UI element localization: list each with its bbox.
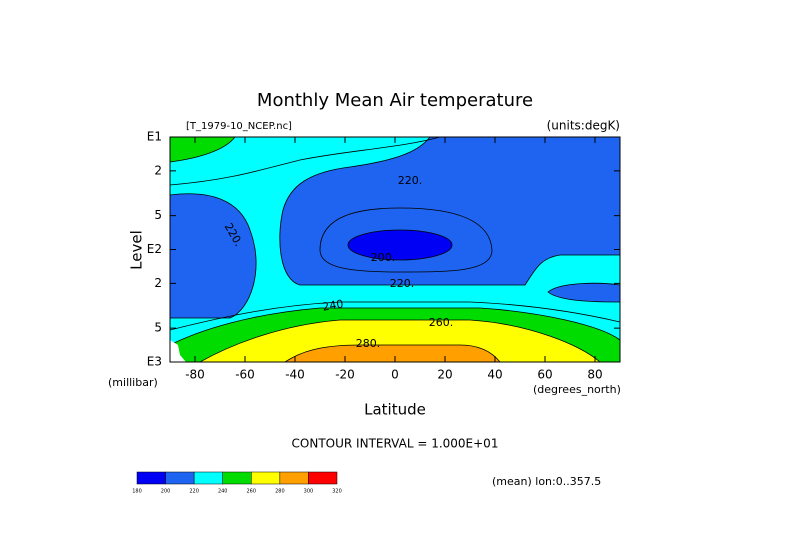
- colorbar-label: 260: [247, 489, 257, 495]
- x-tick-label: 60: [537, 368, 552, 382]
- contour-field: [170, 137, 620, 362]
- x-axis-label: Latitude: [364, 401, 426, 419]
- x-tick-label: 20: [437, 368, 452, 382]
- y-tick-label: 2: [154, 163, 162, 177]
- x-units-label: (degrees_north): [533, 383, 621, 396]
- y-tick-label: 5: [154, 208, 162, 222]
- contour-label: 240: [321, 297, 344, 313]
- colorbar-label: 280: [275, 489, 285, 495]
- contour-line: [170, 137, 441, 186]
- colorbar-box: [136, 471, 166, 485]
- x-tick-label: 40: [487, 368, 502, 382]
- colorbar-label: 180: [132, 489, 142, 495]
- contour-label: 220.: [390, 277, 415, 290]
- x-tick-label: -60: [235, 368, 255, 382]
- colorbar-label: 240: [218, 489, 228, 495]
- y-axis-label: Level: [128, 230, 146, 270]
- note: (mean) lon:0..357.5: [492, 475, 601, 488]
- contour-region: [170, 137, 236, 163]
- contour-line: [170, 301, 620, 331]
- x-tick-label: 0: [391, 368, 399, 382]
- contour-region: [284, 344, 501, 362]
- colorbar-box: [251, 471, 281, 485]
- y-tick-label: E1: [147, 130, 162, 144]
- y-units-label: (millibar): [108, 376, 158, 389]
- contour-region: [199, 319, 601, 362]
- contour-region: [170, 193, 257, 319]
- chart-title: Monthly Mean Air temperature: [257, 90, 533, 111]
- colorbar-box: [279, 471, 309, 485]
- contour-label: 220.: [398, 174, 423, 187]
- y-tick-label: 5: [154, 321, 162, 335]
- colorbar-box: [222, 471, 252, 485]
- units-label: (units:degK): [547, 119, 620, 133]
- contour-interval: CONTOUR INTERVAL = 1.000E+01: [292, 437, 499, 451]
- colorbar-label: 300: [304, 489, 314, 495]
- colorbar-box: [193, 471, 223, 485]
- x-tick-label: -20: [335, 368, 355, 382]
- x-tick-label: -80: [185, 368, 205, 382]
- y-tick-label: 2: [154, 276, 162, 290]
- y-tick-label: E2: [147, 242, 162, 256]
- contour-region: [547, 282, 620, 303]
- y-tick-label: E3: [147, 355, 162, 369]
- colorbar-label: 220: [189, 489, 199, 495]
- contour-label: 200.: [371, 251, 396, 264]
- x-tick-label: -40: [285, 368, 305, 382]
- colorbar-box: [165, 471, 195, 485]
- colorbar-label: 200: [161, 489, 171, 495]
- contour-label: 280.: [356, 337, 381, 350]
- contour-label: 260.: [429, 316, 454, 329]
- contour-region: [347, 229, 453, 261]
- x-tick-label: 80: [587, 368, 602, 382]
- colorbar-box: [308, 471, 338, 485]
- source-label: [T_1979-10_NCEP.nc]: [186, 121, 292, 132]
- missing-data: [170, 340, 186, 362]
- contour-line: [319, 207, 493, 273]
- colorbar-label: 320: [332, 489, 342, 495]
